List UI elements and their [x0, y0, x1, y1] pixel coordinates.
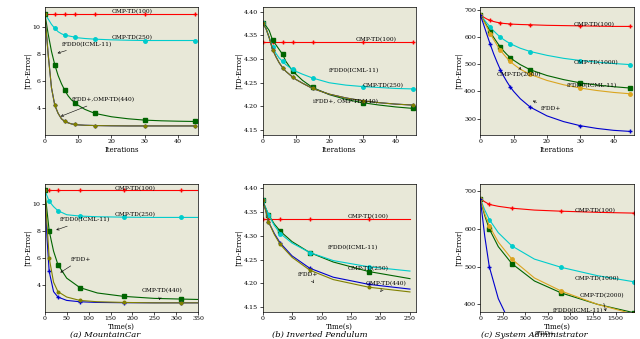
Text: iFDD+: iFDD+ — [61, 257, 92, 272]
Text: OMP-TD(100): OMP-TD(100) — [111, 9, 152, 14]
Y-axis label: |TD-Error|: |TD-Error| — [235, 53, 243, 89]
Y-axis label: |TD-Error|: |TD-Error| — [23, 53, 31, 89]
Text: iFDD+, OMP-TD(440): iFDD+, OMP-TD(440) — [312, 99, 378, 104]
X-axis label: Time(s): Time(s) — [326, 322, 353, 331]
Text: iFDD+: iFDD+ — [534, 331, 555, 339]
Y-axis label: |TD-Error|: |TD-Error| — [454, 53, 463, 89]
Text: iFDD0(ICML-11): iFDD0(ICML-11) — [552, 308, 603, 313]
Text: iFDD0(ICML-11): iFDD0(ICML-11) — [329, 68, 380, 73]
Text: (c) System Administrator: (c) System Administrator — [481, 331, 588, 339]
Text: OMP-TD(440): OMP-TD(440) — [141, 287, 182, 300]
X-axis label: Time(s): Time(s) — [108, 322, 135, 331]
Text: iFDD0(ICML-11): iFDD0(ICML-11) — [58, 42, 112, 54]
Text: OMP-TD(250): OMP-TD(250) — [115, 212, 156, 217]
Text: iFDD+: iFDD+ — [533, 101, 561, 112]
Text: (a) MountainCar: (a) MountainCar — [70, 331, 141, 339]
Text: OMP-TD(2000): OMP-TD(2000) — [497, 67, 541, 77]
Text: OMP-TD(2000): OMP-TD(2000) — [579, 293, 624, 311]
Text: OMP-TD(250): OMP-TD(250) — [362, 83, 404, 88]
X-axis label: Iterations: Iterations — [104, 145, 139, 154]
X-axis label: Time(s): Time(s) — [543, 322, 570, 331]
X-axis label: Iterations: Iterations — [322, 145, 356, 154]
Text: iFDD+: iFDD+ — [298, 272, 318, 283]
Text: OMP-TD(1000): OMP-TD(1000) — [573, 60, 618, 65]
Text: OMP-TD(440): OMP-TD(440) — [365, 281, 406, 292]
Text: OMP-TD(1000): OMP-TD(1000) — [575, 276, 620, 282]
Text: OMP-TD(250): OMP-TD(250) — [111, 35, 152, 40]
Y-axis label: |TD-Error|: |TD-Error| — [235, 230, 243, 266]
Text: iFDD0(ICML-11): iFDD0(ICML-11) — [328, 245, 378, 250]
Text: (b) Inverted Pendulum: (b) Inverted Pendulum — [272, 331, 368, 339]
Y-axis label: |TD-Error|: |TD-Error| — [23, 230, 31, 266]
Text: OMP-TD(100): OMP-TD(100) — [573, 22, 614, 27]
Text: iFDD0(ICML-11): iFDD0(ICML-11) — [567, 83, 618, 88]
Text: OMP-TD(100): OMP-TD(100) — [575, 208, 616, 213]
Text: OMP-TD(250): OMP-TD(250) — [348, 266, 389, 271]
Text: OMP-TD(100): OMP-TD(100) — [115, 186, 156, 191]
Y-axis label: |TD-Error|: |TD-Error| — [454, 230, 463, 266]
X-axis label: Iterations: Iterations — [540, 145, 574, 154]
Text: iFDD+,OMP-TD(440): iFDD+,OMP-TD(440) — [61, 97, 134, 116]
Text: iFDD0(ICML-11): iFDD0(ICML-11) — [57, 217, 111, 230]
Text: OMP-TD(100): OMP-TD(100) — [356, 37, 397, 42]
Text: OMP-TD(100): OMP-TD(100) — [348, 214, 389, 219]
